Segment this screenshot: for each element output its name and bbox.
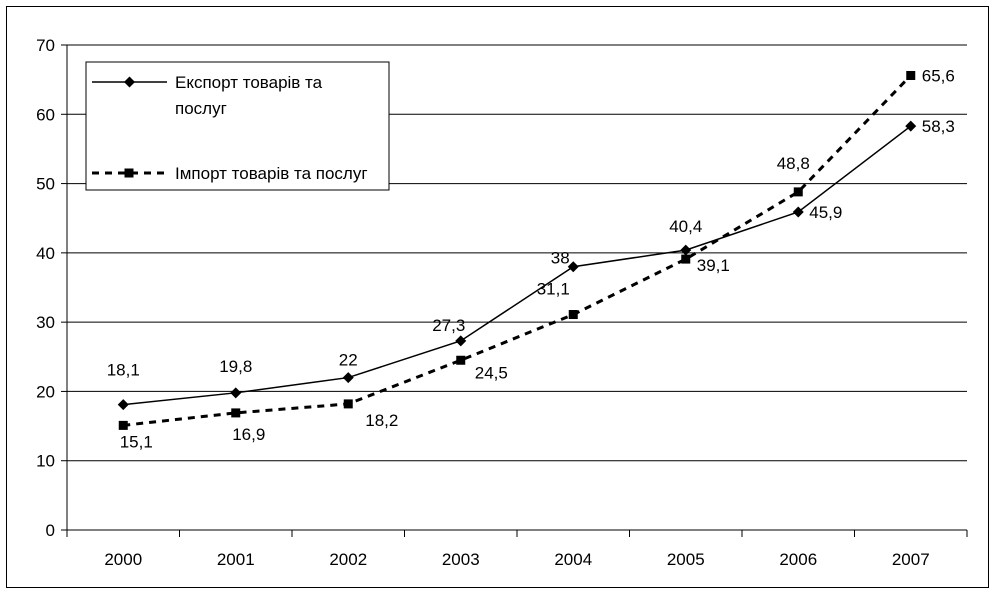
data-label-export-2002: 22: [339, 351, 358, 370]
point-import-2002: [343, 399, 353, 409]
series-line-export: [123, 125, 912, 406]
legend-label-import: Імпорт товарів та послуг: [175, 164, 368, 183]
legend: Експорт товарів та послуг Імпорт товарів…: [85, 61, 390, 191]
point-export-2006: [792, 206, 804, 218]
point-import-2000: [118, 420, 128, 430]
data-label-import-2001: 16,9: [232, 425, 265, 444]
data-label-import-2002: 18,2: [365, 411, 398, 430]
point-export-2002: [342, 372, 354, 384]
point-import-2003: [456, 355, 466, 365]
x-tick-label-2003: 2003: [442, 550, 480, 569]
point-import-2007: [906, 70, 916, 80]
x-tick-label-2005: 2005: [667, 550, 705, 569]
data-label-import-2007: 65,6: [922, 66, 955, 85]
data-label-import-2005: 39,1: [697, 256, 730, 275]
point-import-2004: [568, 310, 578, 320]
series-layer: [117, 70, 917, 430]
point-export-2005: [680, 244, 692, 256]
point-export-2003: [455, 335, 467, 347]
data-label-export-2001: 19,8: [219, 357, 252, 376]
legend-label-export-line2: послуг: [175, 99, 227, 118]
data-label-import-2000: 15,1: [120, 432, 153, 451]
y-tick-label-20: 20: [36, 382, 55, 401]
y-tick-label-0: 0: [46, 521, 55, 540]
data-label-import-2003: 24,5: [475, 363, 508, 382]
legend-swatch-export-marker: [124, 76, 135, 88]
x-tick-label-2007: 2007: [892, 550, 930, 569]
data-label-export-2006: 45,9: [809, 203, 842, 222]
point-export-2007: [905, 120, 917, 132]
data-label-export-2000: 18,1: [107, 361, 140, 380]
legend-swatch-import-marker: [124, 168, 134, 178]
y-tick-label-10: 10: [36, 452, 55, 471]
point-export-2000: [117, 399, 129, 411]
y-tick-label-60: 60: [36, 105, 55, 124]
x-tick-label-2006: 2006: [779, 550, 817, 569]
data-label-export-2004: 38: [551, 249, 570, 268]
x-tick-label-2000: 2000: [104, 550, 142, 569]
y-tick-label-70: 70: [36, 36, 55, 55]
axes: 0 10 20 30 40 50 60 70 2000 2001 2002 2003 2004 2005 2…: [36, 36, 968, 569]
data-label-export-2005: 40,4: [669, 217, 702, 236]
y-tick-label-30: 30: [36, 313, 55, 332]
data-label-export-2007: 58,3: [922, 117, 955, 136]
point-export-2004: [567, 261, 579, 273]
data-label-export-2003: 27,3: [432, 316, 465, 335]
point-import-2006: [793, 187, 803, 197]
point-import-2001: [231, 408, 241, 418]
data-label-import-2006: 48,8: [777, 154, 810, 173]
y-tick-label-50: 50: [36, 175, 55, 194]
series-line-import: [123, 74, 912, 427]
legend-label-export-line1: Експорт товарів та: [175, 73, 323, 92]
x-tick-label-2002: 2002: [329, 550, 367, 569]
data-label-import-2004: 31,1: [537, 280, 570, 299]
point-export-2001: [230, 387, 242, 399]
x-tick-label-2004: 2004: [554, 550, 592, 569]
legend-box: [85, 61, 390, 191]
point-import-2005: [681, 254, 691, 264]
x-tick-label-2001: 2001: [217, 550, 255, 569]
data-labels: 18,1 19,8 22 27,3 38 40,4 45,9 58,3 15,1 16,9 18,2…: [107, 66, 955, 451]
y-tick-label-40: 40: [36, 244, 55, 263]
